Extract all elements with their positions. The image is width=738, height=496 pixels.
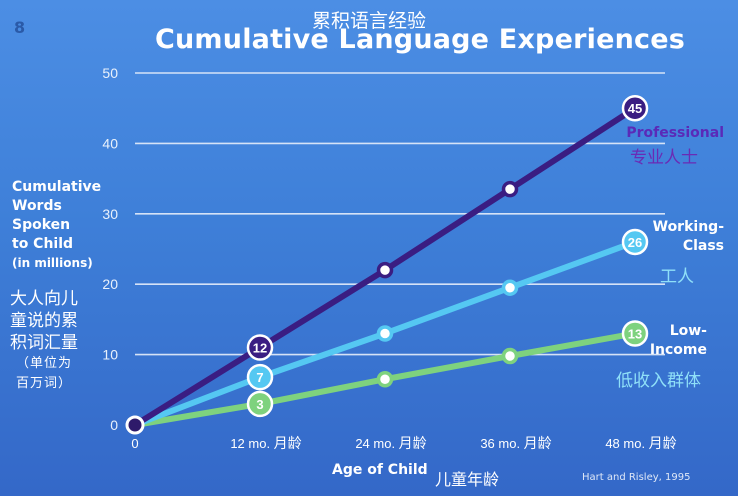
legend-label: Low- Income bbox=[650, 322, 707, 360]
data-point bbox=[501, 180, 519, 198]
x-tick-label: 24 mo. 月龄 bbox=[355, 435, 426, 451]
x-tick-suffix: 月龄 bbox=[274, 435, 302, 451]
x-tick-label: 12 mo. 月龄 bbox=[230, 435, 301, 451]
data-label: 45 bbox=[628, 101, 642, 116]
y-label-line: Cumulative bbox=[12, 179, 102, 195]
data-point bbox=[246, 390, 274, 418]
y-unit-line: （单位为 bbox=[16, 356, 73, 371]
y-tick-label: 20 bbox=[102, 276, 118, 292]
source-citation: Hart and Risley, 1995 bbox=[582, 472, 691, 483]
x-tick-suffix: 月龄 bbox=[399, 435, 427, 451]
y-label-cn-line: 大人向儿 bbox=[10, 289, 78, 309]
legend-label-chinese: 工人 bbox=[660, 267, 694, 287]
data-point bbox=[501, 279, 519, 296]
y-tick-label: 50 bbox=[102, 65, 118, 81]
x-axis-label-chinese: 儿童年龄 bbox=[435, 470, 500, 489]
legend-label: Working- Class bbox=[653, 218, 724, 256]
y-axis-label: Cumulative Words Spoken to Child (in mil… bbox=[12, 178, 112, 273]
origin-point bbox=[125, 415, 145, 435]
data-point bbox=[621, 228, 649, 256]
y-label-line: (in millions) bbox=[12, 256, 93, 270]
legend-label-line: Income bbox=[649, 342, 707, 358]
x-tick-value: 36 mo. bbox=[480, 436, 523, 451]
legend-label-chinese: 低收入群体 bbox=[616, 371, 701, 391]
legend-label-line: Low- bbox=[669, 323, 707, 339]
y-label-line: Words bbox=[12, 198, 62, 214]
legend-label: Professional bbox=[626, 124, 724, 143]
data-label: 12 bbox=[253, 341, 267, 356]
data-point bbox=[621, 94, 649, 122]
data-point bbox=[246, 363, 274, 391]
y-label-line: Spoken bbox=[12, 217, 71, 233]
y-axis-unit-note: （单位为 百万词） bbox=[16, 354, 86, 394]
x-tick-value: 48 mo. bbox=[605, 436, 648, 451]
x-tick-value: 24 mo. bbox=[355, 436, 398, 451]
data-point bbox=[376, 261, 394, 279]
data-label: 7 bbox=[256, 370, 263, 385]
legend-label-line: Class bbox=[682, 238, 724, 254]
legend-label-line: Working- bbox=[652, 219, 724, 235]
data-point bbox=[376, 370, 394, 388]
y-label-line: to Child bbox=[12, 236, 74, 252]
x-axis-label: Age of Child bbox=[332, 462, 428, 478]
y-tick-label: 40 bbox=[102, 135, 118, 151]
title-chinese: 累积语言经验 bbox=[311, 10, 426, 32]
y-label-cn-line: 童说的累 bbox=[10, 311, 78, 331]
y-tick-label: 10 bbox=[102, 347, 118, 363]
x-tick-label: 0 bbox=[131, 436, 138, 451]
data-label: 3 bbox=[256, 397, 263, 412]
x-tick-label: 48 mo. 月龄 bbox=[605, 435, 676, 451]
x-tick-label: 36 mo. 月龄 bbox=[480, 435, 551, 451]
data-label: 26 bbox=[628, 235, 642, 250]
y-tick-label: 30 bbox=[102, 206, 118, 222]
y-unit-line: 百万词） bbox=[16, 376, 73, 391]
legend-label-chinese: 专业人士 bbox=[630, 148, 698, 168]
chart-title: Cumulative Language Experiences bbox=[155, 24, 685, 55]
y-axis-label-chinese: 大人向儿 童说的累 积词汇量 bbox=[10, 288, 90, 354]
x-tick-value: 12 mo. bbox=[230, 436, 273, 451]
x-tick-suffix: 月龄 bbox=[649, 435, 677, 451]
y-tick-label: 0 bbox=[110, 417, 118, 433]
slide-number: 8 bbox=[14, 18, 26, 37]
legend-label-line: Professional bbox=[626, 125, 724, 141]
y-label-cn-line: 积词汇量 bbox=[10, 333, 78, 353]
data-point bbox=[621, 320, 649, 347]
data-point bbox=[246, 334, 274, 361]
data-label: 13 bbox=[628, 326, 642, 341]
data-point bbox=[376, 325, 394, 342]
data-point bbox=[501, 347, 519, 365]
x-tick-suffix: 月龄 bbox=[524, 435, 552, 451]
